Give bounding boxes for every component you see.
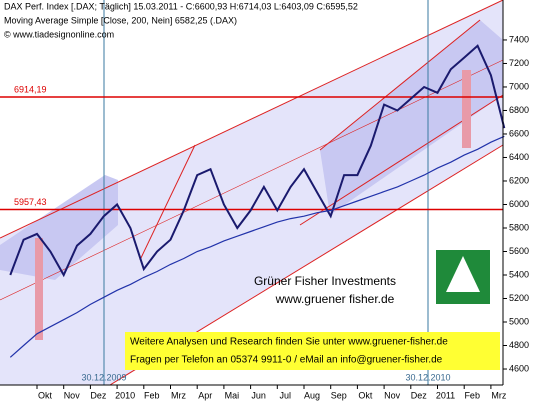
x-tick-label: 2010 <box>115 390 135 400</box>
x-tick-label: Jul <box>280 390 292 400</box>
x-tick-label: Mrz <box>491 390 506 400</box>
drop-marker <box>462 70 471 148</box>
y-tick-label: 7400 <box>509 34 529 44</box>
date-label: 30.12.2010 <box>405 372 450 382</box>
x-tick-label: Sep <box>331 390 347 400</box>
plot-area <box>0 44 506 358</box>
x-tick-label: Okt <box>358 390 373 400</box>
info-text: Weitere Analysen und Research finden Sie… <box>130 337 448 348</box>
y-tick-label: 5200 <box>509 293 529 303</box>
x-tick-label: Aug <box>304 390 320 400</box>
info-box <box>125 332 500 370</box>
y-tick-label: 5600 <box>509 246 529 256</box>
x-tick-label: Mai <box>225 390 240 400</box>
x-tick-label: 2011 <box>436 390 455 400</box>
y-tick-label: 5000 <box>509 316 529 326</box>
credit: © www.tiadesignonline.com <box>4 29 114 39</box>
y-tick-label: 4800 <box>509 340 529 350</box>
x-tick-label: Okt <box>38 390 53 400</box>
x-tick-label: Nov <box>64 390 81 400</box>
x-tick-label: Feb <box>464 390 480 400</box>
chart-subtitle: Moving Average Simple [Close, 200, Nein]… <box>4 15 237 25</box>
x-tick-label: Apr <box>198 390 212 400</box>
x-tick-label: Nov <box>384 390 401 400</box>
channel-shade <box>0 0 503 385</box>
info-text: Fragen per Telefon an 05374 9911-0 / eMa… <box>130 355 443 366</box>
trend-line <box>0 59 504 301</box>
x-tick-label: Dez <box>411 390 428 400</box>
series-line <box>9 44 506 278</box>
series-line <box>9 135 505 358</box>
x-tick-label: Dez <box>90 390 107 400</box>
drop-marker <box>35 238 43 340</box>
y-tick-label: 6200 <box>509 175 529 185</box>
y-tick-label: 6000 <box>509 199 529 209</box>
channel-shade <box>0 175 118 280</box>
y-tick-label: 5800 <box>509 222 529 232</box>
brand-url: www.gruener fisher.de <box>275 292 395 306</box>
trend-line <box>0 0 504 239</box>
y-tick-label: 6600 <box>509 128 529 138</box>
x-tick-label: Feb <box>144 390 160 400</box>
level-label: 5957,43 <box>14 197 47 207</box>
x-tick-label: Jun <box>251 390 266 400</box>
level-label: 6914,19 <box>14 84 47 94</box>
y-tick-label: 4600 <box>509 363 529 373</box>
x-tick-label: Mrz <box>171 390 186 400</box>
trend-line <box>139 144 196 261</box>
y-tick-label: 5400 <box>509 269 529 279</box>
trend-line <box>319 19 481 151</box>
logo-tree <box>446 256 480 292</box>
y-tick-label: 7200 <box>509 58 529 68</box>
y-tick-label: 7000 <box>509 81 529 91</box>
y-tick-label: 6400 <box>509 152 529 162</box>
date-label: 30.12.2009 <box>81 372 126 382</box>
chart-title: DAX Perf. Index [.DAX; Täglich] 15.03.20… <box>4 1 358 11</box>
y-tick-label: 6800 <box>509 105 529 115</box>
channel-shade <box>320 20 503 215</box>
brand-name: Grüner Fisher Investments <box>254 274 396 288</box>
